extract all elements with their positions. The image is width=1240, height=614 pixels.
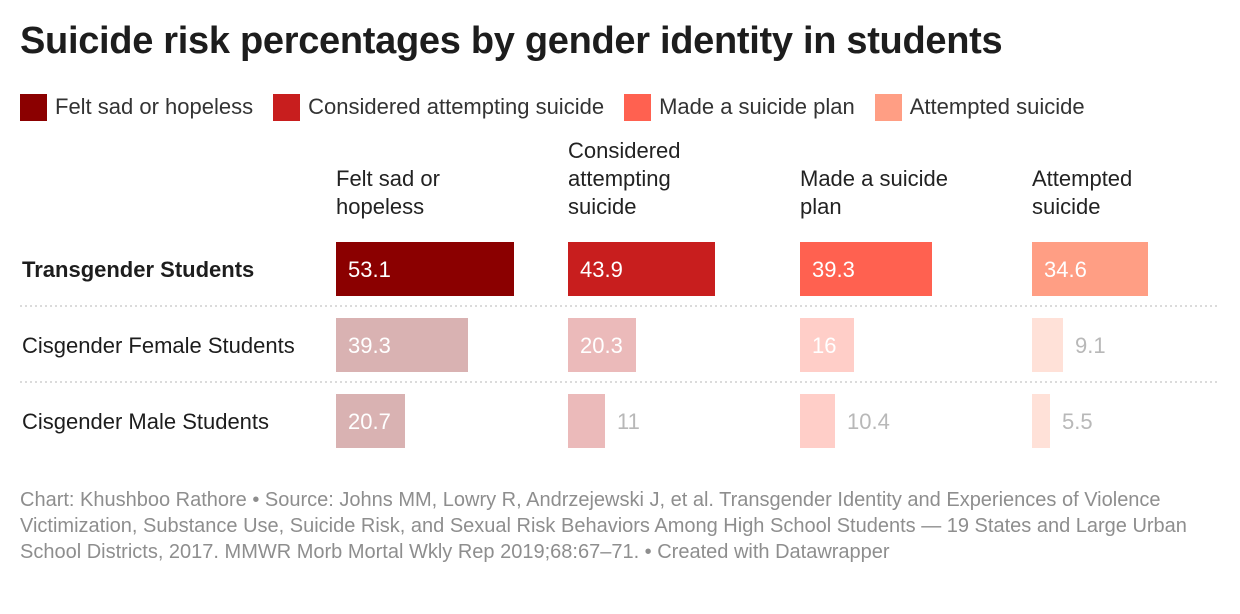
bar-transgender-plan: [800, 242, 932, 296]
value-label-cis-female-sad: 39.3: [348, 333, 391, 358]
legend-item-considered: Considered attempting suicide: [273, 93, 605, 121]
value-label-cis-female-considered: 20.3: [580, 333, 623, 358]
column-header-line: Made a suicide: [800, 166, 948, 191]
legend-label-sad: Felt sad or hopeless: [55, 94, 254, 119]
source-note: Chart: Khushboo Rathore • Source: Johns …: [20, 489, 1187, 563]
value-label-cis-female-attempted: 9.1: [1075, 333, 1106, 358]
chart-plot-area: Felt sad or hopeless Considered attempting s…: [20, 138, 1218, 448]
legend-item-sad: Felt sad or hopeless: [20, 93, 254, 121]
column-header-line: attempting: [568, 166, 671, 191]
column-header-considered: Considered attempting suicide: [568, 138, 681, 219]
column-header-line: hopeless: [336, 194, 424, 219]
bar-transgender-sad: [336, 242, 514, 296]
column-header-line: plan: [800, 194, 842, 219]
legend-swatch-plan: [624, 93, 652, 121]
legend-item-attempted: Attempted suicide: [874, 93, 1085, 121]
value-label-transgender-attempted: 34.6: [1044, 257, 1087, 282]
legend-item-plan: Made a suicide plan: [624, 93, 855, 121]
legend-label-attempted: Attempted suicide: [909, 94, 1085, 119]
bar-cis-male-sad: [336, 394, 405, 448]
bar-cis-female-considered: [568, 318, 636, 372]
row-label-cis-female: Cisgender Female Students: [22, 333, 295, 358]
bar-cis-female-attempted: [1032, 318, 1063, 372]
legend-label-plan: Made a suicide plan: [659, 94, 855, 119]
value-label-cis-male-sad: 20.7: [348, 409, 391, 434]
column-header-line: Attempted: [1032, 166, 1132, 191]
column-header-sad: Felt sad or hopeless: [336, 166, 440, 219]
value-label-transgender-sad: 53.1: [348, 257, 391, 282]
bar-cis-male-attempted: [1032, 394, 1050, 448]
bar-transgender-considered: [568, 242, 715, 296]
value-label-cis-male-plan: 10.4: [847, 409, 890, 434]
column-header-line: Considered: [568, 138, 681, 163]
value-label-cis-female-plan: 16: [812, 333, 836, 358]
bar-cis-female-plan: [800, 318, 854, 372]
legend-label-considered: Considered attempting suicide: [308, 94, 605, 119]
value-label-cis-male-considered: 11: [617, 409, 640, 434]
bar-transgender-attempted: [1032, 242, 1148, 296]
legend: Felt sad or hopeless Considered attempti…: [20, 92, 1105, 122]
bar-cis-female-sad: [336, 318, 468, 372]
row-label-cis-male: Cisgender Male Students: [22, 409, 269, 434]
row-label-transgender: Transgender Students: [22, 257, 254, 282]
column-header-line: Felt sad or: [336, 166, 440, 191]
column-header-plan: Made a suicide plan: [800, 166, 948, 219]
bar-cis-male-considered: [568, 394, 605, 448]
legend-swatch-sad: [20, 93, 47, 121]
column-header-line: suicide: [568, 194, 636, 219]
value-label-cis-male-attempted: 5.5: [1062, 409, 1093, 434]
value-label-transgender-considered: 43.9: [580, 257, 623, 282]
value-label-transgender-plan: 39.3: [812, 257, 855, 282]
bar-cis-male-plan: [800, 394, 835, 448]
chart-title: Suicide risk percentages by gender ident…: [20, 20, 1003, 62]
column-header-attempted: Attempted suicide: [1032, 166, 1132, 219]
column-header-line: suicide: [1032, 194, 1100, 219]
legend-swatch-considered: [273, 93, 301, 121]
legend-swatch-attempted: [874, 93, 902, 121]
